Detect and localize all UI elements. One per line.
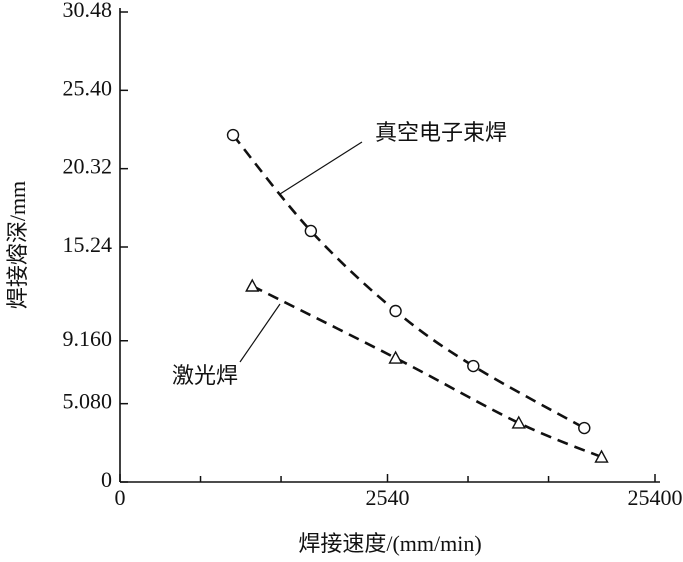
series-line	[232, 134, 585, 430]
leader-line	[279, 141, 363, 195]
leader-line	[239, 303, 281, 363]
marker	[511, 415, 526, 429]
marker	[226, 128, 240, 142]
marker	[389, 304, 402, 318]
series-line	[251, 284, 603, 459]
y-tick-label: 20.32	[63, 154, 113, 179]
series-label: 激光焊	[172, 363, 238, 388]
marker	[594, 449, 609, 463]
y-tick-label: 15.24	[63, 232, 113, 257]
y-tick-label: 25.40	[63, 75, 113, 100]
marker	[304, 224, 318, 238]
y-tick-label: 0	[101, 467, 112, 492]
marker	[578, 421, 591, 435]
y-axis-label: 焊接熔深/mm	[5, 181, 30, 309]
x-tick-label: 2540	[366, 485, 410, 510]
y-tick-label: 30.48	[63, 0, 113, 22]
y-tick-label: 9.160	[63, 326, 113, 351]
marker	[388, 350, 403, 364]
marker	[245, 278, 260, 292]
series-label: 真空电子束焊	[375, 120, 507, 145]
x-tick-label: 25400	[628, 485, 683, 510]
x-axis-label: 焊接速度/(mm/min)	[298, 531, 481, 556]
marker	[467, 359, 480, 373]
x-tick-label: 0	[115, 485, 126, 510]
y-tick-label: 5.080	[63, 389, 113, 414]
